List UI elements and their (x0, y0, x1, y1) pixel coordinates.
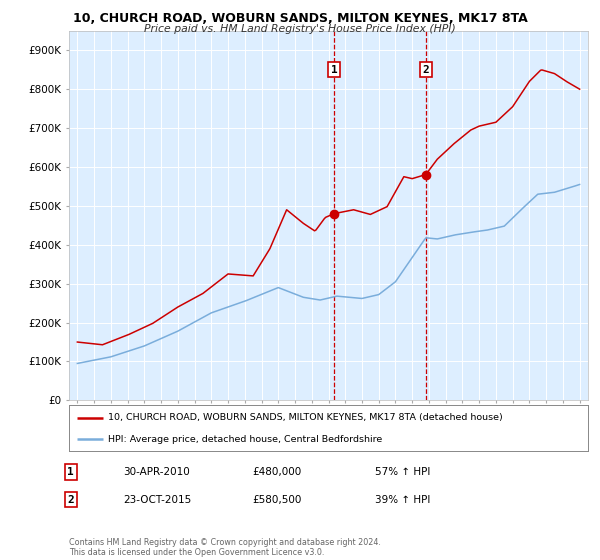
Text: 10, CHURCH ROAD, WOBURN SANDS, MILTON KEYNES, MK17 8TA: 10, CHURCH ROAD, WOBURN SANDS, MILTON KE… (73, 12, 527, 25)
Text: 57% ↑ HPI: 57% ↑ HPI (375, 467, 430, 477)
Text: 2: 2 (422, 65, 429, 74)
Text: 23-OCT-2015: 23-OCT-2015 (123, 494, 191, 505)
Text: 39% ↑ HPI: 39% ↑ HPI (375, 494, 430, 505)
Text: 30-APR-2010: 30-APR-2010 (123, 467, 190, 477)
Text: £580,500: £580,500 (252, 494, 301, 505)
Text: Price paid vs. HM Land Registry's House Price Index (HPI): Price paid vs. HM Land Registry's House … (144, 24, 456, 34)
Text: 2: 2 (67, 494, 74, 505)
Text: 1: 1 (331, 65, 337, 74)
Text: 10, CHURCH ROAD, WOBURN SANDS, MILTON KEYNES, MK17 8TA (detached house): 10, CHURCH ROAD, WOBURN SANDS, MILTON KE… (108, 413, 503, 422)
Text: HPI: Average price, detached house, Central Bedfordshire: HPI: Average price, detached house, Cent… (108, 435, 382, 444)
Text: Contains HM Land Registry data © Crown copyright and database right 2024.
This d: Contains HM Land Registry data © Crown c… (69, 538, 381, 557)
Text: £480,000: £480,000 (252, 467, 301, 477)
Text: 1: 1 (67, 467, 74, 477)
